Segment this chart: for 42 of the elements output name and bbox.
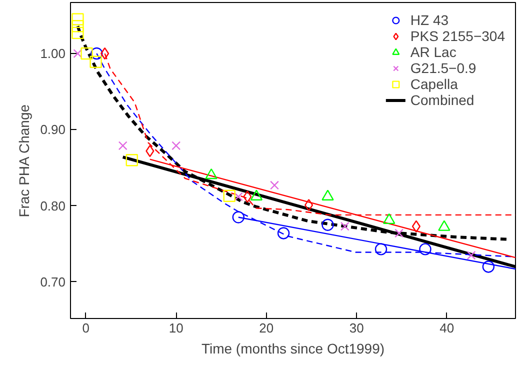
x-tick-label: 30: [349, 320, 364, 336]
x-axis-title: Time (months since Oct1999): [201, 340, 385, 356]
point: [419, 243, 432, 256]
legend-label: PKS 2155−304: [410, 28, 505, 44]
y-tick-label: 0.70: [40, 274, 66, 290]
x-tick-label: 0: [82, 320, 90, 336]
point: [482, 260, 495, 273]
point: [466, 250, 476, 260]
point: [118, 141, 128, 150]
point: [374, 243, 388, 256]
point: [126, 154, 138, 166]
y-tick-label: 0.80: [40, 198, 66, 214]
point: [72, 26, 84, 40]
point: [412, 220, 420, 232]
point: [90, 47, 103, 60]
point: [322, 218, 334, 231]
point: [73, 49, 82, 58]
y-tick-label: 1.00: [40, 46, 66, 62]
legend-label: Capella: [410, 76, 458, 92]
x-tick-label: 10: [168, 320, 184, 336]
point: [223, 190, 236, 202]
point: [90, 56, 102, 68]
point: [232, 211, 244, 224]
legend-label: Combined: [410, 92, 474, 108]
point: [340, 222, 350, 231]
point: [80, 47, 93, 60]
x-tick-label: 40: [440, 320, 454, 336]
point: [234, 192, 243, 202]
point: [277, 227, 290, 240]
point: [383, 213, 396, 224]
point: [72, 20, 84, 32]
point: [270, 180, 279, 190]
point: [72, 13, 84, 26]
y-tick-label: 0.90: [40, 122, 66, 138]
point: [243, 190, 252, 203]
y-axis-title: Frac PHA Change: [16, 104, 32, 218]
legend-label: HZ 43: [410, 12, 449, 28]
legend-label: AR Lac: [410, 44, 456, 60]
x-tick-label: 20: [259, 320, 274, 336]
point: [172, 141, 181, 150]
point: [394, 228, 404, 238]
legend-label: G21.5−0.9: [410, 60, 476, 76]
